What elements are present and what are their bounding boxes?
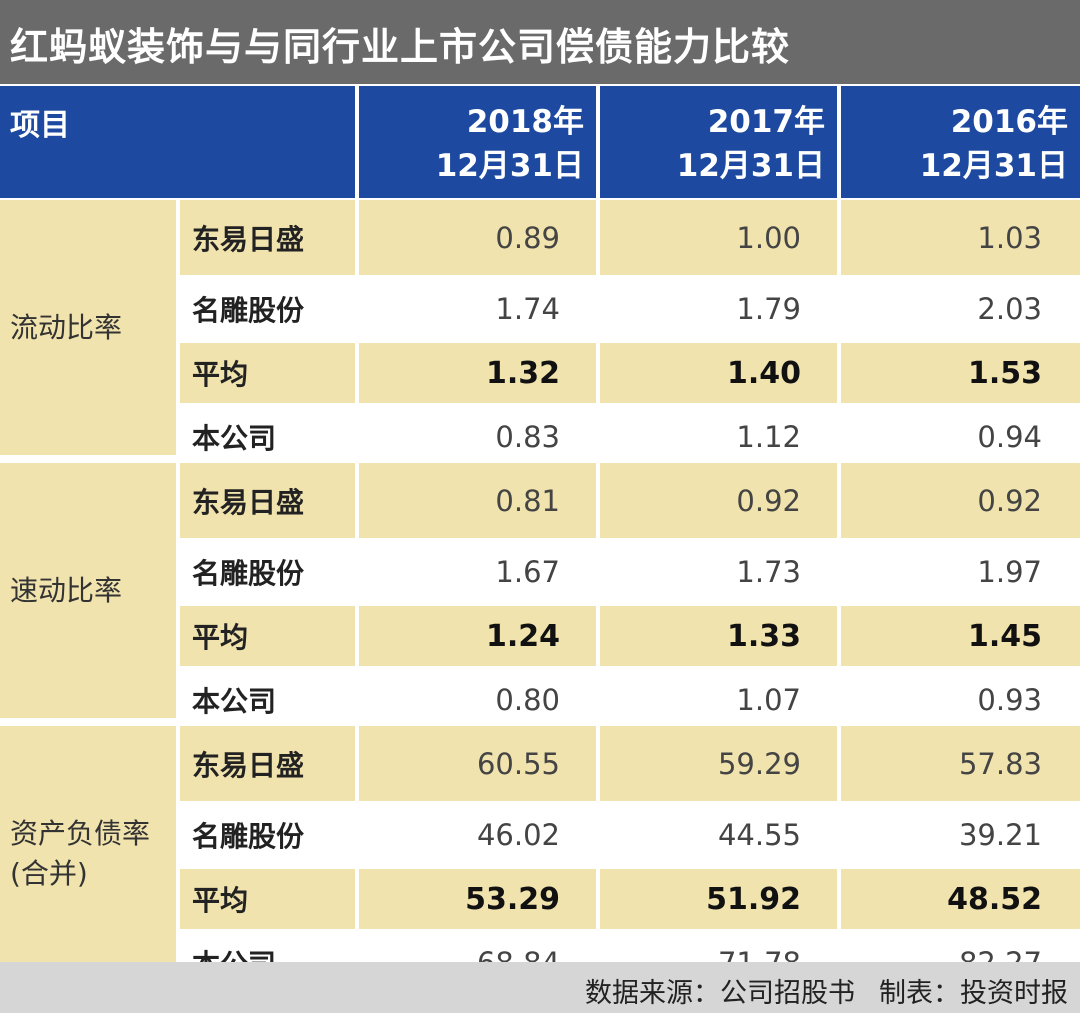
value-cell: 48.52 <box>841 869 1080 929</box>
table-row: 本公司 0.80 1.07 0.93 <box>180 670 1080 730</box>
company-name-cell: 东易日盛 <box>180 463 355 538</box>
header-item-cell: 项目 <box>0 86 355 198</box>
footer-source: 数据来源：公司招股书 <box>585 978 855 1009</box>
value-cell: 1.97 <box>841 542 1080 602</box>
footer-maker: 制表：投资时报 <box>879 978 1068 1009</box>
value-cell: 1.32 <box>359 343 596 403</box>
value-cell: 57.83 <box>841 726 1080 801</box>
company-name-cell: 平均 <box>180 869 355 929</box>
value-cell: 0.93 <box>841 670 1080 730</box>
header-year-line1: 2018年 <box>466 104 584 140</box>
value-cell: 44.55 <box>600 805 837 865</box>
page-title: 红蚂蚁装饰与与同行业上市公司偿债能力比较 <box>10 25 791 69</box>
value-cell: 0.83 <box>359 407 596 467</box>
company-name-cell: 名雕股份 <box>180 805 355 865</box>
header-year-2017: 2017年 12月31日 <box>600 86 837 198</box>
value-cell: 0.92 <box>600 463 837 538</box>
value-cell: 39.21 <box>841 805 1080 865</box>
table-row: 名雕股份 1.67 1.73 1.97 <box>180 542 1080 602</box>
value-cell: 1.53 <box>841 343 1080 403</box>
value-cell: 1.07 <box>600 670 837 730</box>
value-cell: 1.33 <box>600 606 837 666</box>
header-year-line2: 12月31日 <box>919 148 1068 184</box>
footer-text: 数据来源：公司招股书 制表：投资时报 <box>585 971 1068 1010</box>
header-year-line1: 2017年 <box>707 104 825 140</box>
table-row: 平均 1.32 1.40 1.53 <box>180 343 1080 403</box>
value-cell: 1.45 <box>841 606 1080 666</box>
company-name-cell: 本公司 <box>180 407 355 467</box>
metric-label: 资产负债率 (合并) <box>0 726 176 981</box>
value-cell: 1.73 <box>600 542 837 602</box>
value-cell: 53.29 <box>359 869 596 929</box>
table-row: 名雕股份 1.74 1.79 2.03 <box>180 279 1080 339</box>
header-year-2018: 2018年 12月31日 <box>359 86 596 198</box>
value-cell: 1.40 <box>600 343 837 403</box>
metric-label-line1: 资产负债率 <box>10 816 151 850</box>
value-cell: 0.94 <box>841 407 1080 467</box>
table-row: 东易日盛 0.81 0.92 0.92 <box>180 463 1080 538</box>
metric-group: 资产负债率 (合并) 东易日盛 60.55 59.29 57.83 名雕股份 46.02 44.… <box>0 726 1080 993</box>
title-bar: 红蚂蚁装饰与与同行业上市公司偿债能力比较 <box>0 0 1080 84</box>
company-name-cell: 本公司 <box>180 670 355 730</box>
value-cell: 60.55 <box>359 726 596 801</box>
company-name-cell: 名雕股份 <box>180 542 355 602</box>
metric-group: 速动比率 东易日盛 0.81 0.92 0.92 名雕股份 1.67 1.73 1.97 平均 1.… <box>0 463 1080 730</box>
value-cell: 1.24 <box>359 606 596 666</box>
value-cell: 0.92 <box>841 463 1080 538</box>
metric-label-line2: (合并) <box>10 856 88 890</box>
value-cell: 0.81 <box>359 463 596 538</box>
metric-label-line1: 速动比率 <box>10 573 123 607</box>
header-year-line2: 12月31日 <box>676 148 825 184</box>
value-cell: 1.03 <box>841 200 1080 275</box>
metric-label: 流动比率 <box>0 200 176 455</box>
company-name-cell: 名雕股份 <box>180 279 355 339</box>
value-cell: 2.03 <box>841 279 1080 339</box>
value-cell: 51.92 <box>600 869 837 929</box>
table-row: 名雕股份 46.02 44.55 39.21 <box>180 805 1080 865</box>
value-cell: 1.12 <box>600 407 837 467</box>
company-name-cell: 东易日盛 <box>180 726 355 801</box>
value-cell: 1.79 <box>600 279 837 339</box>
company-name-cell: 平均 <box>180 343 355 403</box>
header-item-label: 项目 <box>10 108 70 143</box>
table-header: 项目 2018年 12月31日 2017年 12月31日 2016年 12月31… <box>0 86 1080 198</box>
footer: 数据来源：公司招股书 制表：投资时报 <box>0 962 1080 1013</box>
value-cell: 1.74 <box>359 279 596 339</box>
company-name-cell: 平均 <box>180 606 355 666</box>
metric-label: 速动比率 <box>0 463 176 718</box>
company-name-cell: 东易日盛 <box>180 200 355 275</box>
value-cell: 1.00 <box>600 200 837 275</box>
table-row: 平均 53.29 51.92 48.52 <box>180 869 1080 929</box>
value-cell: 46.02 <box>359 805 596 865</box>
value-cell: 59.29 <box>600 726 837 801</box>
table-row: 平均 1.24 1.33 1.45 <box>180 606 1080 666</box>
table-row: 东易日盛 60.55 59.29 57.83 <box>180 726 1080 801</box>
table-row: 本公司 0.83 1.12 0.94 <box>180 407 1080 467</box>
metric-group: 流动比率 东易日盛 0.89 1.00 1.03 名雕股份 1.74 1.79 2.03 平均 1.… <box>0 200 1080 467</box>
value-cell: 0.80 <box>359 670 596 730</box>
table-row: 东易日盛 0.89 1.00 1.03 <box>180 200 1080 275</box>
header-year-line1: 2016年 <box>950 104 1068 140</box>
value-cell: 1.67 <box>359 542 596 602</box>
table-body: 流动比率 东易日盛 0.89 1.00 1.03 名雕股份 1.74 1.79 2.03 平均 1.… <box>0 200 1080 993</box>
value-cell: 0.89 <box>359 200 596 275</box>
header-year-2016: 2016年 12月31日 <box>841 86 1080 198</box>
metric-label-line1: 流动比率 <box>10 310 123 344</box>
header-year-line2: 12月31日 <box>435 148 584 184</box>
